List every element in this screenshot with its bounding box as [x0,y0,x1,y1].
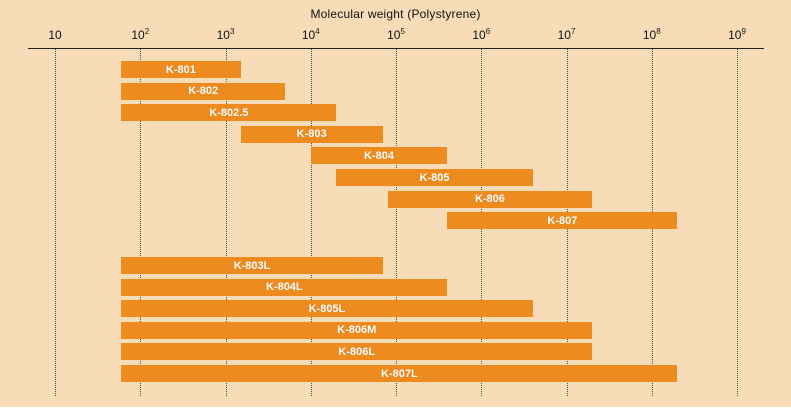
bar-label-K-801: K-801 [165,63,196,76]
x-axis-line [28,48,764,49]
bar-label-K-803: K-803 [296,128,327,141]
bar-K-802: K-802 [121,82,286,100]
bar-K-806: K-806 [387,190,593,208]
bar-label-K-807L: K-807L [381,367,418,380]
tick-label-10e5: 105 [387,27,405,43]
bar-K-806M: K-806M [121,321,593,339]
bar-label-K-803L: K-803L [233,259,271,272]
bar-K-805: K-805 [336,169,533,186]
bar-label-K-804: K-804 [364,149,395,162]
bar-label-K-806: K-806 [474,193,505,206]
tick-label-10e7: 107 [557,27,576,43]
bar-label-K-807: K-807 [547,214,578,227]
tick-exponent: 8 [656,27,661,36]
bar-K-807: K-807 [447,212,678,230]
bar-K-806L: K-806L [121,343,593,361]
tick-exponent: 5 [400,27,405,36]
bar-label-K-806M: K-806M [337,324,377,337]
tick-label-10e2: 102 [131,27,150,43]
gridline-10e5 [396,49,397,396]
tick-label-10e3: 103 [216,27,235,43]
bar-K-807L: K-807L [121,365,678,382]
tick-label-10e8: 108 [642,27,661,43]
bar-K-803: K-803 [240,125,383,143]
plot-area: 10 102 103 104 105 106 107 108 109 K-801 K-802 K-80… [28,28,764,398]
tick-label-10e9: 109 [728,27,746,43]
tick-exponent: 7 [570,27,576,36]
gridline-10e9 [737,49,738,396]
bar-label-K-804L: K-804L [265,281,303,294]
bar-label-K-806L: K-806L [338,345,376,358]
gridline-10e4 [310,49,312,396]
gridline-10e1 [55,49,56,396]
tick-exponent: 6 [485,27,491,36]
chart-title: Molecular weight (Polystyrene) [310,7,481,21]
bar-label-K-802.5: K-802.5 [209,106,249,119]
bar-K-802.5: K-802.5 [121,104,337,122]
tick-exponent: 4 [315,27,320,36]
bar-K-805L: K-805L [121,300,533,318]
gridline-10e2 [140,49,142,396]
bar-label-K-802: K-802 [188,85,219,98]
tick-exponent: 2 [144,27,150,36]
gridline-10e3 [225,49,227,396]
tick-exponent: 9 [741,27,746,36]
tick-label-10e4: 104 [301,27,320,43]
bar-K-801: K-801 [121,61,241,78]
bar-label-K-805: K-805 [419,171,450,184]
bar-K-804: K-804 [310,147,448,165]
bar-label-K-805L: K-805L [308,302,346,315]
bar-K-803L: K-803L [121,257,383,274]
tick-label-10e1: 10 [48,28,62,42]
bottom-margin [0,407,791,416]
bar-K-804L: K-804L [121,278,448,296]
tick-exponent: 3 [229,27,235,36]
tick-label-10e6: 106 [472,27,491,43]
